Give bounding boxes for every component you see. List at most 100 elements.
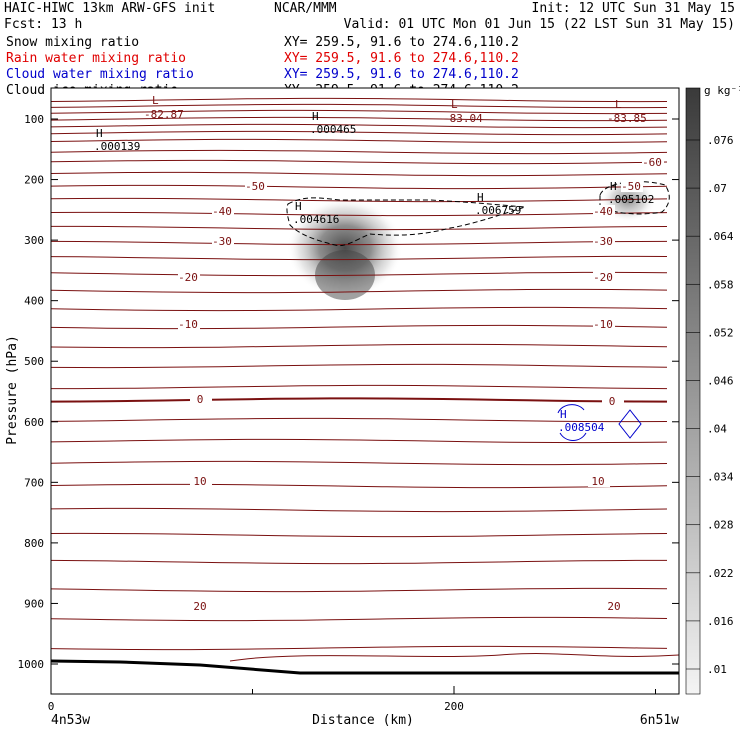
field-name-snow: Snow mixing ratio <box>6 35 139 50</box>
colorbar-tick-label: .034 <box>707 471 734 484</box>
isotherm-line <box>51 184 668 190</box>
low-marker: L <box>451 98 458 111</box>
isotherm-label: -10 <box>178 318 198 331</box>
isotherm-line <box>51 417 668 423</box>
colorbar-tick-label: .046 <box>707 374 734 387</box>
x-tick-label: 200 <box>444 700 464 713</box>
colorbar-unit: g kg⁻¹ <box>704 84 740 97</box>
y-tick-label: 800 <box>24 537 44 550</box>
isotherm-line <box>51 211 668 217</box>
high-marker: H <box>610 180 617 193</box>
isotherm-line <box>51 306 668 312</box>
isotherm-line <box>51 171 668 177</box>
isotherm-line <box>51 324 668 330</box>
y-axis-label: Pressure (hPa) <box>5 335 20 445</box>
low-value: -83.04 <box>443 112 483 125</box>
isotherm-label-bg <box>604 600 626 612</box>
colorbar-tick-label: .058 <box>707 278 734 291</box>
isotherm-line <box>51 288 668 294</box>
high-value: .000465 <box>310 123 356 136</box>
cloud-ice-contour-1 <box>286 197 526 247</box>
isotherm-line <box>51 645 668 651</box>
isotherm-line <box>51 255 668 261</box>
field-xy-snow: XY= 259.5, 91.6 to 274.6,110.2 <box>284 35 519 50</box>
isotherm-line <box>51 438 668 444</box>
high-value: .000139 <box>94 140 140 153</box>
colorbar-tick-label: .01 <box>707 663 727 676</box>
x-axis-left-location: 4n53w <box>51 713 90 728</box>
plot-background <box>51 88 679 694</box>
high-value: .008504 <box>558 421 605 434</box>
isotherm-line <box>51 159 668 165</box>
colorbar-tick-label: .052 <box>707 326 734 339</box>
isotherm-line <box>51 507 668 513</box>
isotherm-label: -20 <box>178 271 198 284</box>
isotherm-labels: -60-50 -50-40 -40-30 -30-20 -20-10 -100 010 102… <box>178 156 664 613</box>
isotherm-line <box>51 384 668 390</box>
isotherm-label: -30 <box>593 235 613 248</box>
isotherm-label: -10 <box>593 318 613 331</box>
isotherm-label-bg <box>245 180 267 192</box>
isotherm-label-bg <box>190 475 212 487</box>
isotherm-label-bg <box>178 271 200 283</box>
terrain-surface-line <box>51 659 679 675</box>
colorbar-ticks: .01 .016 .022 .028 .034 .04 .046 .052 .058 .064 .0… <box>686 134 734 676</box>
high-value: .006759 <box>475 204 521 217</box>
isotherm-label: 10 <box>591 475 604 488</box>
isotherm-line <box>51 109 668 115</box>
y-tick-label: 200 <box>24 174 44 187</box>
x-axis-right-location: 6n51w <box>640 713 679 728</box>
isotherm-label: -20 <box>593 271 613 284</box>
isotherm-line <box>51 103 668 109</box>
isotherm-label: 10 <box>193 475 206 488</box>
x-axis-label: Distance (km) <box>312 713 414 728</box>
cloud-water-contour-diamond <box>618 409 642 439</box>
high-marker: H <box>295 200 302 213</box>
isotherm-label: 0 <box>609 395 616 408</box>
isotherm-label-bg <box>621 180 643 192</box>
cloud-water-contour-bottom <box>559 432 587 441</box>
isotherm-label-bg <box>190 393 212 405</box>
y-tick-label: 1000 <box>18 658 45 671</box>
colorbar <box>685 87 701 695</box>
isotherm-line <box>51 587 668 593</box>
y-tick-label: 400 <box>24 295 44 308</box>
forecast-hour: Fcst: 13 h <box>4 17 82 32</box>
x-axis: 0 200 <box>48 686 656 713</box>
low-value: -82.87 <box>144 108 184 121</box>
isotherm-line <box>51 343 668 349</box>
colorbar-tick-label: .028 <box>707 519 734 532</box>
isotherm-label: -30 <box>212 235 232 248</box>
colorbar-tick-label: .07 <box>707 182 727 195</box>
isotherm-line <box>51 460 668 466</box>
isotherm-line <box>51 225 668 231</box>
isotherm-line <box>51 532 668 538</box>
isotherm-line <box>229 653 679 662</box>
field-name-rain: Rain water mixing ratio <box>6 51 186 66</box>
isotherm-line <box>51 559 667 565</box>
isotherm-label-bg <box>593 205 615 217</box>
isotherm-lines <box>51 97 679 662</box>
isotherm-line <box>51 240 668 246</box>
high-marker: H <box>96 127 103 140</box>
isotherm-line <box>51 149 668 155</box>
y-tick-label: 500 <box>24 355 44 368</box>
colorbar-tick-label: .076 <box>707 134 734 147</box>
high-marker: H <box>312 110 319 123</box>
isotherm-line <box>51 363 668 369</box>
plot-title: HAIC-HIWC 13km ARW-GFS init <box>4 1 215 16</box>
isotherm-label: 20 <box>193 600 206 613</box>
high-marker: H <box>477 191 484 204</box>
y-tick-label: 100 <box>24 113 44 126</box>
isotherm-label: -40 <box>212 205 232 218</box>
field-name-cloud-water: Cloud water mixing ratio <box>6 67 194 82</box>
isotherm-label-bg <box>593 235 615 247</box>
isotherm-label-bg <box>593 271 615 283</box>
isotherm-line <box>51 130 668 136</box>
isotherm-line <box>51 123 668 129</box>
isotherm-line <box>51 197 668 203</box>
low-value: -83.85 <box>607 112 647 125</box>
isotherm-label: -50 <box>245 180 265 193</box>
isotherm-label: -50 <box>621 180 641 193</box>
isotherm-label-bg <box>593 318 615 330</box>
